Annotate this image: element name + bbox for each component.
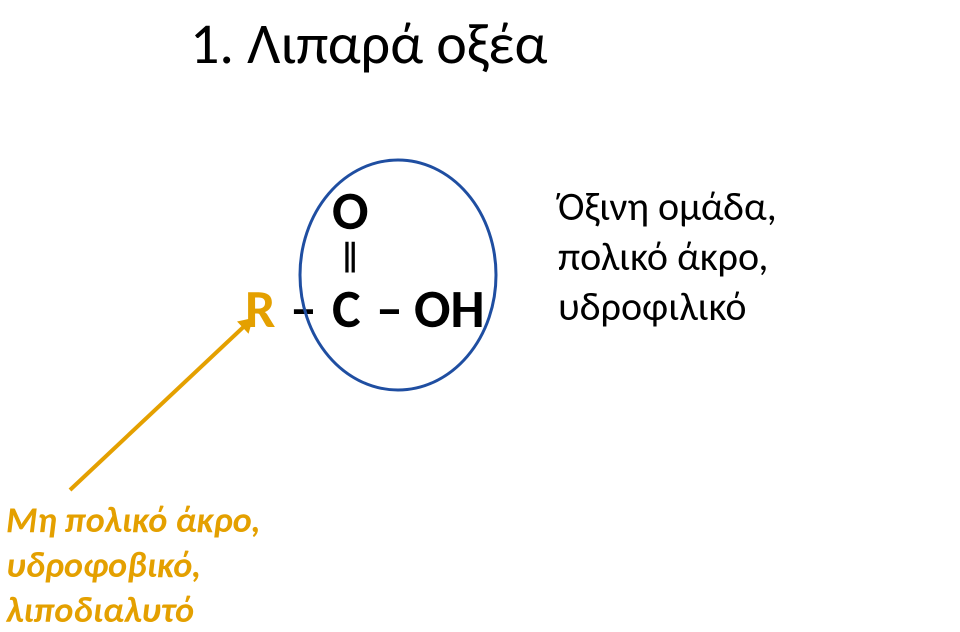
- acid-label-line2: πολικό άκρο,: [558, 232, 777, 282]
- formula-C: C: [332, 276, 361, 342]
- acid-label-line3: υδροφιλικό: [558, 282, 777, 332]
- nonpolar-label-line2: υδροφοβικό,: [6, 543, 261, 588]
- formula-R: R: [245, 276, 275, 342]
- nonpolar-label: Μη πολικό άκρο, υδροφοβικό, λιποδιαλυτό: [6, 498, 261, 632]
- formula-OH: OH: [414, 276, 485, 342]
- acid-label-line1: Όξινη ομάδα,: [558, 182, 777, 232]
- formula-O: O: [332, 178, 369, 244]
- formula-dash2: –: [376, 276, 403, 342]
- arrow-to-R: [70, 318, 253, 490]
- nonpolar-label-line1: Μη πολικό άκρο,: [6, 498, 261, 543]
- slide-canvas: 1. Λιπαρά οξέα R – O ‖ C – OH Όξινη ομάδ…: [0, 0, 960, 632]
- formula-dash1: –: [290, 276, 317, 342]
- nonpolar-label-line3: λιποδιαλυτό: [6, 588, 261, 632]
- formula-double-bond: ‖: [342, 236, 358, 277]
- carboxyl-ellipse: [300, 160, 496, 390]
- acid-group-label: Όξινη ομάδα, πολικό άκρο, υδροφιλικό: [558, 182, 777, 332]
- slide-title: 1. Λιπαρά οξέα: [190, 8, 547, 79]
